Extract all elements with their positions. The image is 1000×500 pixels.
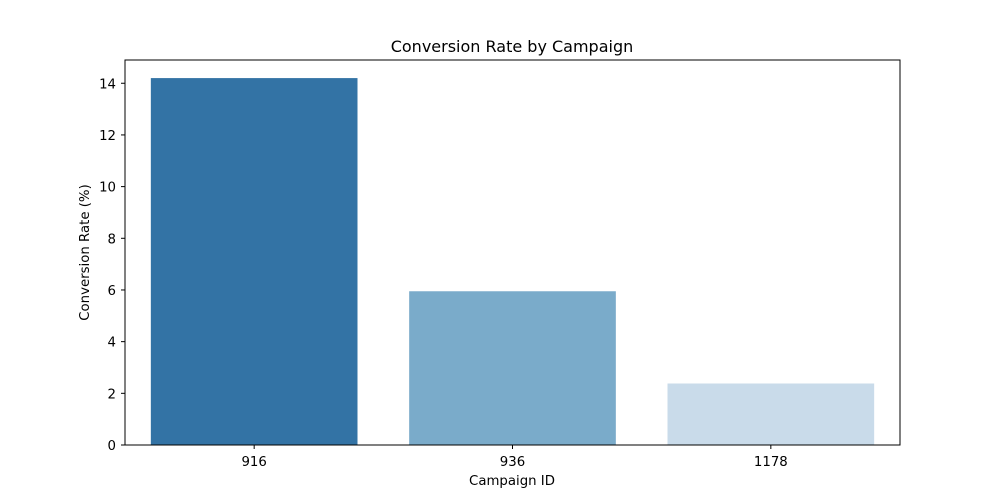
y-tick-label: 8 xyxy=(108,232,116,247)
x-tick-label: 916 xyxy=(241,455,266,470)
bar-1178 xyxy=(667,383,875,445)
y-tick-label: 4 xyxy=(108,336,116,351)
y-tick-label: 2 xyxy=(108,387,116,402)
x-tick-label: 1178 xyxy=(754,455,788,470)
y-tick-label: 12 xyxy=(99,129,116,144)
y-axis-label: Conversion Rate (%) xyxy=(78,184,93,321)
chart-title: Conversion Rate by Campaign xyxy=(391,37,634,56)
y-tick-label: 10 xyxy=(99,181,116,196)
y-ticks-group: 0 2 4 6 8 10 12 14 xyxy=(99,77,125,454)
x-ticks-group: 916 936 1178 xyxy=(241,445,788,470)
y-tick-label: 6 xyxy=(108,284,116,299)
bars-group xyxy=(150,78,875,445)
bar-916 xyxy=(150,78,358,445)
y-tick-label: 14 xyxy=(99,77,116,92)
bar-936 xyxy=(409,291,616,445)
x-axis-label: Campaign ID xyxy=(469,474,555,489)
plot-frame xyxy=(124,59,901,446)
x-tick-label: 936 xyxy=(500,455,525,470)
y-tick-label: 0 xyxy=(108,439,116,454)
